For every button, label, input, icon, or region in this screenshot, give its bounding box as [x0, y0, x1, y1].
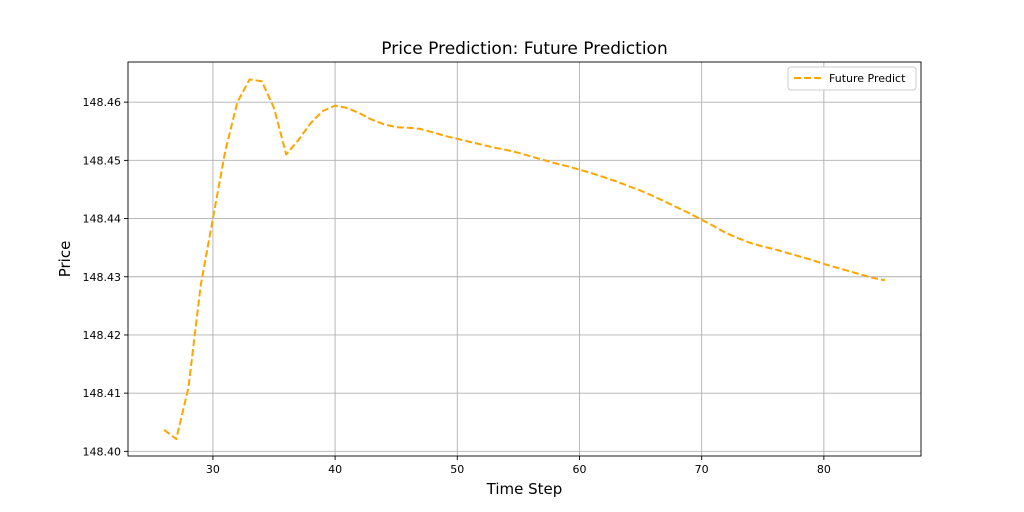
grid — [128, 62, 921, 456]
ticks: 30 40 50 60 70 80 148.40 148.41 148.42 148.43 148.… — [83, 96, 831, 476]
y-axis-label: Price — [56, 241, 74, 278]
series-line-future-predict — [163, 78, 886, 441]
legend-label: Future Predict — [829, 72, 906, 85]
y-tick-label: 148.43 — [83, 271, 122, 284]
x-tick-label: 80 — [817, 463, 831, 476]
chart-title: Price Prediction: Future Prediction — [381, 39, 667, 59]
x-tick-label: 70 — [695, 463, 709, 476]
x-tick-label: 40 — [328, 463, 342, 476]
x-tick-label: 50 — [450, 463, 464, 476]
y-tick-label: 148.46 — [83, 96, 122, 109]
y-tick-label: 148.44 — [83, 213, 122, 226]
x-tick-label: 60 — [572, 463, 586, 476]
y-tick-label: 148.42 — [83, 329, 122, 342]
x-axis-label: Time Step — [486, 480, 563, 498]
y-tick-label: 148.41 — [83, 387, 122, 400]
plot-frame — [127, 61, 922, 457]
legend-box — [787, 66, 917, 91]
y-tick-label: 148.40 — [83, 445, 122, 458]
legend: Future Predict — [787, 66, 917, 91]
y-tick-label: 148.45 — [83, 154, 122, 167]
series-layer — [163, 78, 886, 441]
x-tick-label: 30 — [206, 463, 220, 476]
